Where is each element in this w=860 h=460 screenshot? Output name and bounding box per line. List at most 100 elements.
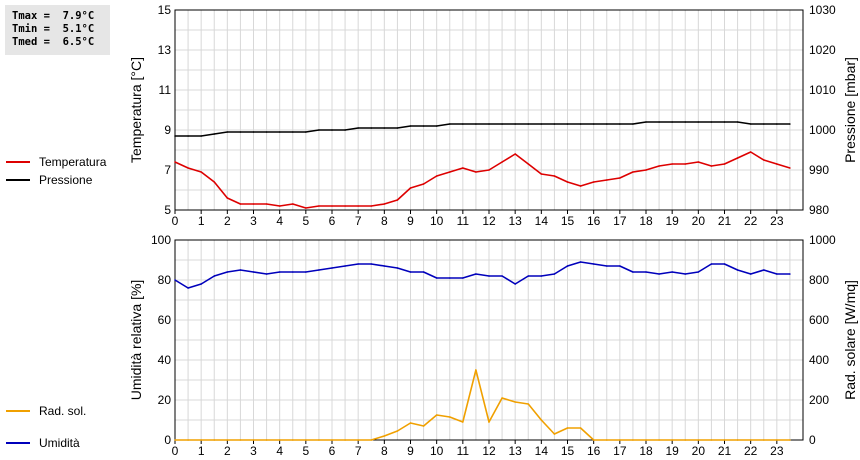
data-point-temperatura — [763, 159, 765, 161]
data-point-temperatura — [501, 161, 503, 163]
data-point-pressione — [501, 123, 503, 125]
data-point-pressione — [527, 123, 530, 125]
y-left-tick-label: 0 — [164, 433, 171, 447]
data-point-rad-sol — [710, 439, 713, 441]
legend-swatch-rad-sol — [6, 410, 30, 412]
y-left-tick-label: 60 — [158, 313, 172, 327]
x-tick-label: 9 — [407, 444, 414, 458]
x-tick-label: 3 — [250, 214, 257, 228]
data-point-pressione — [736, 121, 739, 123]
x-tick-label: 19 — [665, 214, 679, 228]
data-point-pressione — [488, 123, 490, 125]
data-point-rad-sol — [265, 439, 268, 441]
data-point-temperatura — [671, 163, 673, 165]
data-point-pressione — [606, 123, 608, 125]
x-tick-label: 22 — [744, 444, 758, 458]
x-tick-label: 4 — [276, 214, 283, 228]
legend-label-rad-sol: Rad. sol. — [39, 404, 87, 418]
data-point-temperatura — [553, 175, 556, 177]
data-point-umidit — [226, 271, 229, 273]
data-point-pressione — [632, 123, 634, 125]
data-point-rad-sol — [658, 439, 660, 441]
y-right-tick-label: 1010 — [809, 83, 836, 97]
data-point-temperatura — [488, 169, 490, 171]
y-right-tick-label: 400 — [809, 353, 829, 367]
y-right-tick-label: 1020 — [809, 43, 836, 57]
data-point-rad-sol — [736, 439, 739, 441]
data-point-temperatura — [435, 175, 438, 177]
data-point-umidit — [789, 273, 791, 275]
data-point-rad-sol — [501, 397, 503, 399]
y-left-tick-label: 20 — [158, 393, 172, 407]
data-point-rad-sol — [553, 433, 556, 435]
data-point-rad-sol — [606, 439, 608, 441]
data-point-temperatura — [789, 167, 791, 169]
data-point-pressione — [645, 121, 647, 123]
x-tick-label: 12 — [482, 214, 496, 228]
data-point-pressione — [213, 133, 216, 135]
data-point-temperatura — [265, 203, 268, 205]
data-point-pressione — [697, 121, 700, 123]
data-point-rad-sol — [462, 421, 464, 423]
data-point-pressione — [763, 123, 765, 125]
data-point-umidit — [409, 271, 412, 273]
data-point-umidit — [383, 265, 386, 267]
data-point-pressione — [749, 123, 752, 125]
y-left-tick-label: 80 — [158, 273, 172, 287]
legend-swatch-pressione — [6, 179, 30, 181]
data-point-rad-sol — [226, 439, 229, 441]
data-point-temperatura — [592, 181, 595, 183]
data-point-umidit — [370, 263, 373, 265]
y-left-axis-label: Temperatura [°C] — [128, 57, 144, 163]
data-point-temperatura — [606, 179, 608, 181]
x-tick-label: 16 — [587, 444, 601, 458]
series-line-rad-sol — [175, 369, 790, 441]
data-point-temperatura — [684, 163, 687, 165]
data-point-temperatura — [462, 167, 464, 169]
x-tick-label: 15 — [561, 214, 575, 228]
x-tick-label: 18 — [639, 214, 653, 228]
data-point-umidit — [488, 275, 490, 277]
y-right-tick-label: 1000 — [809, 123, 836, 137]
data-point-pressione — [226, 131, 229, 133]
data-point-umidit — [213, 275, 216, 277]
x-tick-label: 14 — [535, 444, 549, 458]
data-point-rad-sol — [684, 439, 687, 441]
humidity-radiation-chart: 0 1 2 3 4 5 6 7 8 9 10 11 12 13 14 15 16 17 18 19 20 21 22 2302… — [128, 233, 858, 458]
data-point-rad-sol — [619, 439, 621, 441]
data-point-temperatura — [632, 171, 634, 173]
data-point-pressione — [252, 131, 255, 133]
data-point-umidit — [318, 269, 320, 271]
data-point-rad-sol — [396, 430, 399, 432]
x-tick-label: 17 — [613, 444, 627, 458]
data-point-pressione — [396, 127, 399, 129]
data-point-umidit — [475, 273, 477, 275]
y-left-tick-label: 5 — [164, 203, 171, 217]
x-tick-label: 0 — [172, 444, 179, 458]
data-point-temperatura — [396, 199, 399, 201]
data-point-temperatura — [409, 187, 412, 189]
x-tick-label: 10 — [430, 214, 444, 228]
data-point-umidit — [357, 263, 360, 265]
data-point-rad-sol — [514, 401, 516, 403]
data-point-umidit — [292, 271, 294, 273]
data-point-temperatura — [449, 171, 451, 173]
data-point-temperatura — [239, 203, 242, 205]
data-point-pressione — [789, 123, 791, 125]
data-point-pressione — [292, 131, 294, 133]
data-point-rad-sol — [566, 427, 569, 429]
x-tick-label: 5 — [302, 214, 309, 228]
data-point-temperatura — [278, 205, 281, 207]
data-point-rad-sol — [435, 414, 438, 416]
data-point-umidit — [435, 277, 438, 279]
y-left-tick-label: 15 — [158, 3, 172, 17]
data-point-umidit — [684, 273, 687, 275]
data-point-pressione — [710, 121, 713, 123]
data-point-umidit — [645, 271, 647, 273]
x-tick-label: 10 — [430, 444, 444, 458]
data-point-umidit — [697, 271, 700, 273]
x-tick-label: 23 — [770, 444, 784, 458]
data-point-umidit — [736, 269, 739, 271]
data-point-rad-sol — [383, 435, 386, 437]
